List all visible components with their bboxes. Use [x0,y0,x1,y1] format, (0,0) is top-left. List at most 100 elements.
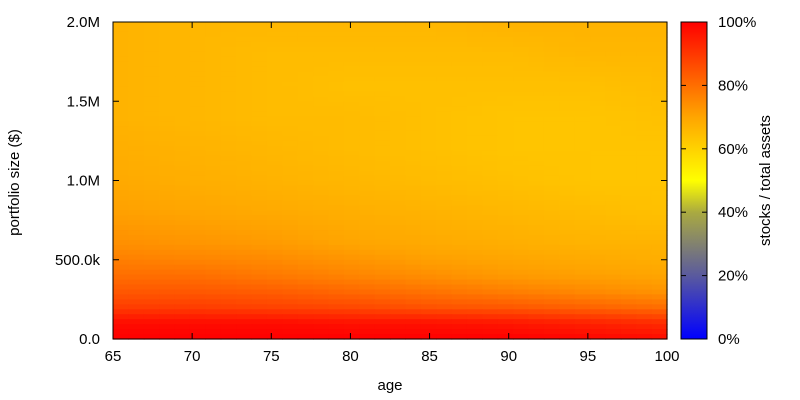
heatmap-cell [359,200,376,206]
heatmap-cell [343,170,360,177]
heatmap-cell [390,279,406,286]
heatmap-cell [374,96,391,102]
heatmap-cell [374,195,391,201]
heatmap-cell [482,121,499,127]
heatmap-cell [328,190,345,196]
heatmap-cell [574,96,591,102]
heatmap-cell [451,86,468,92]
heatmap-cell [513,334,530,340]
heatmap-cell [559,56,576,63]
heatmap-cell [574,279,591,286]
heatmap-cell [297,289,314,296]
heatmap-cell [343,51,360,58]
heatmap-cell [328,155,345,162]
heatmap-cell [497,220,514,226]
heatmap-cell [266,314,283,320]
heatmap-cell [343,205,360,211]
heatmap-cell [297,126,314,132]
heatmap-cell [420,121,437,127]
heatmap-cell [528,31,545,38]
heatmap-cell [374,234,391,241]
heatmap-cell [313,66,330,73]
heatmap-cell [513,230,530,236]
heatmap-cell [451,111,468,117]
heatmap-cell [282,91,299,97]
heatmap-cell [436,230,453,236]
heatmap-cell [113,41,129,48]
heatmap-cell [574,264,591,271]
heatmap-cell [451,190,468,196]
heatmap-cell [451,239,468,246]
heatmap-cell [205,86,222,92]
heatmap-cell [482,96,499,102]
heatmap-cell [497,155,514,162]
heatmap-cell [174,294,191,300]
heatmap-cell [174,180,191,187]
heatmap-cell [543,71,560,78]
heatmap-cell [266,91,283,97]
heatmap-cell [436,234,453,241]
heatmap-cell [390,329,406,335]
heatmap-cell [451,299,468,305]
heatmap-cell [113,165,129,172]
heatmap-cell [559,36,576,43]
heatmap-cell [359,279,376,286]
heatmap-cell [620,205,637,211]
heatmap-cell [128,106,145,112]
heatmap-cell [543,195,560,201]
heatmap-cell [543,116,560,122]
heatmap-cell [374,309,391,315]
heatmap-cell [189,314,206,320]
heatmap-cell [328,269,345,276]
heatmap-cell [482,26,499,33]
heatmap-cell [251,106,268,112]
heatmap-cell [143,190,160,196]
heatmap-cell [513,56,530,63]
heatmap-cell [620,220,637,226]
heatmap-cell [266,225,283,231]
heatmap-cell [390,76,406,83]
heatmap-cell [513,329,530,335]
heatmap-cell [251,175,268,182]
heatmap-cell [205,175,222,182]
heatmap-cell [251,121,268,127]
heatmap-cell [113,106,129,112]
heatmap-cell [343,116,360,122]
heatmap-cell [559,135,576,142]
heatmap-cell [282,244,299,251]
heatmap-cell [605,234,622,241]
heatmap-cell [143,126,160,132]
heatmap-cell [513,234,530,241]
heatmap-cell [513,61,530,68]
heatmap-cell [420,244,437,251]
heatmap-cell [282,230,299,236]
x-tick-label: 95 [580,348,597,365]
heatmap-cell [205,116,222,122]
heatmap-cell [390,324,406,330]
heatmap-cell [405,324,422,330]
heatmap-cell [405,22,422,28]
heatmap-cell [159,230,176,236]
heatmap-cell [543,215,560,221]
heatmap-cell [174,170,191,177]
heatmap-cell [343,56,360,63]
heatmap-cell [313,71,330,78]
heatmap-cell [528,254,545,261]
heatmap-cell [513,165,530,172]
heatmap-cell [159,165,176,172]
heatmap-cell [266,234,283,241]
heatmap-cell [405,190,422,196]
heatmap-cell [205,41,222,48]
heatmap-cell [266,160,283,167]
heatmap-cell [482,155,499,162]
heatmap-cell [528,319,545,325]
heatmap-cell [374,185,391,191]
heatmap-cell [159,140,176,147]
heatmap-cell [128,230,145,236]
heatmap-cell [251,155,268,162]
heatmap-cell [559,160,576,167]
heatmap-cell [405,284,422,291]
heatmap-cell [266,71,283,78]
heatmap-cell [266,31,283,38]
heatmap-cell [436,165,453,172]
